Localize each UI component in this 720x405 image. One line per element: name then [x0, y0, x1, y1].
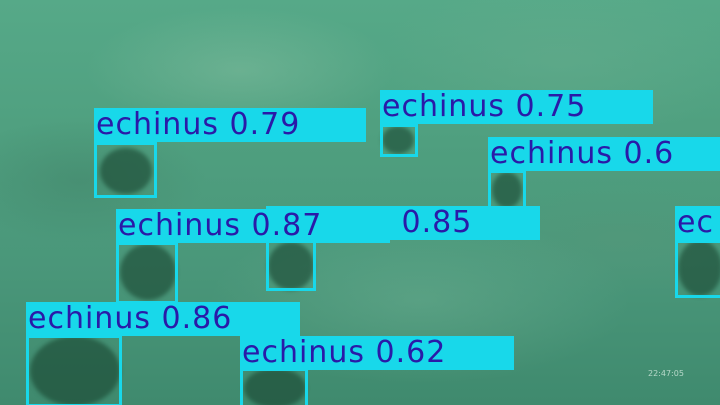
detection-label: ec — [675, 206, 720, 240]
echinus-shape — [382, 126, 414, 154]
timestamp-watermark: 22:47:05 — [648, 369, 684, 378]
echinus-shape — [120, 244, 176, 300]
echinus-shape — [678, 240, 720, 296]
detection-box — [116, 242, 178, 304]
detection-label: echinus 0.86 — [26, 302, 300, 336]
detection-box — [26, 335, 122, 405]
detection-label: echinus 0.87 — [116, 209, 390, 243]
detection-label: echinus 0.6 — [488, 137, 720, 171]
detection-label: echinus 0.79 — [94, 108, 366, 142]
detection-box — [380, 124, 418, 157]
detection-box — [266, 240, 316, 291]
echinus-shape — [100, 148, 152, 194]
echinus-shape — [268, 242, 314, 290]
detection-box — [675, 240, 720, 298]
detection-label: echinus 0.75 — [380, 90, 653, 124]
detection-label: echinus 0.62 — [240, 336, 514, 370]
echinus-shape — [492, 172, 522, 208]
echinus-shape — [244, 368, 306, 405]
detection-box — [94, 142, 157, 198]
echinus-shape — [30, 336, 120, 405]
detection-box — [240, 368, 308, 405]
